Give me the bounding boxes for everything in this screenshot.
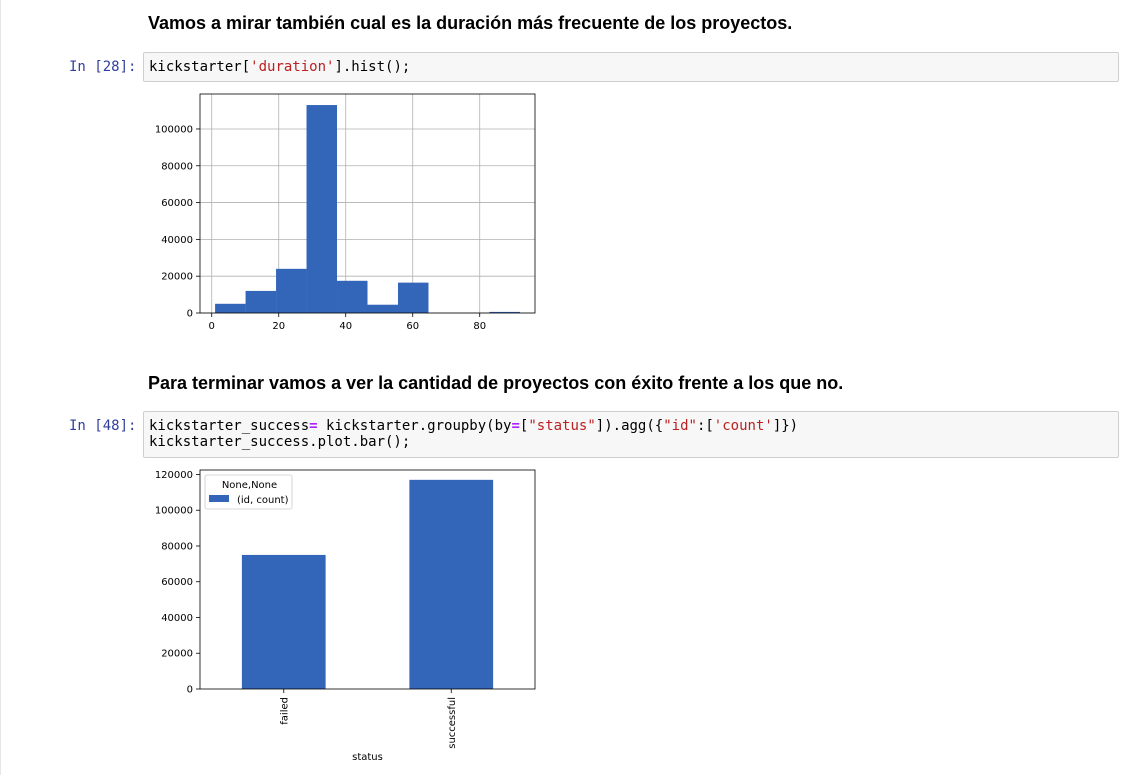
x-tick-label: successful <box>447 697 458 749</box>
x-tick-label: 40 <box>339 321 352 332</box>
code-string: "id" <box>663 418 697 434</box>
input-prompt-28: In [28]: <box>69 59 137 75</box>
markdown-heading-success: Para terminar vamos a ver la cantidad de… <box>148 373 844 393</box>
code-string: 'count' <box>713 418 773 434</box>
y-tick-label: 100000 <box>155 506 193 517</box>
x-tick-label: 60 <box>406 321 419 332</box>
code-string: "status" <box>528 418 596 434</box>
y-tick-label: 120000 <box>155 470 193 481</box>
code-text: ]).agg({ <box>595 418 664 434</box>
histogram-bar <box>489 311 520 313</box>
legend-swatch <box>209 495 229 502</box>
x-axis-label: status <box>352 752 383 763</box>
y-tick-label: 40000 <box>161 613 193 624</box>
code-text: :[ <box>696 418 714 434</box>
x-tick-label: 0 <box>209 321 215 332</box>
y-tick-label: 80000 <box>161 161 193 172</box>
y-tick-label: 20000 <box>161 272 193 283</box>
y-tick-label: 80000 <box>161 541 193 552</box>
code-cell-48[interactable]: kickstarter_success= kickstarter.groupby… <box>143 411 1119 458</box>
code-string: 'duration' <box>250 59 335 75</box>
histogram-bar <box>337 280 368 313</box>
code-cell-28[interactable]: kickstarter['duration'].hist(); <box>143 52 1119 82</box>
histogram-bar <box>397 282 429 313</box>
y-tick-label: 60000 <box>161 198 193 209</box>
y-tick-label: 0 <box>187 309 193 320</box>
code-text: kickstarter.groupby(by <box>317 418 512 434</box>
plot-frame <box>199 469 536 690</box>
code-operator: = <box>511 418 520 434</box>
legend-entry-label: (id, count) <box>237 495 289 506</box>
code-text: kickstarter[ <box>149 59 251 75</box>
y-tick-label: 40000 <box>161 235 193 246</box>
code-text: kickstarter_success <box>149 418 310 434</box>
x-tick-label: 80 <box>473 321 486 332</box>
plot-frame <box>199 93 536 314</box>
histogram-bar <box>276 268 307 313</box>
markdown-heading-duration: Vamos a mirar también cual es la duració… <box>148 13 793 33</box>
code-operator: = <box>309 418 318 434</box>
code-text: ].hist(); <box>334 59 411 75</box>
x-tick-label: 20 <box>272 321 285 332</box>
y-tick-label: 20000 <box>161 649 193 660</box>
code-text: ]}) <box>772 418 799 434</box>
bar-successful <box>409 479 494 689</box>
page-left-border <box>0 0 1 775</box>
legend-title: None,None <box>222 480 277 491</box>
bar-failed <box>241 554 326 689</box>
x-tick-label: failed <box>279 697 290 725</box>
histogram-bar <box>245 290 277 313</box>
y-tick-label: 60000 <box>161 577 193 588</box>
input-prompt-48: In [48]: <box>69 418 137 434</box>
legend-box <box>204 474 293 510</box>
code-text: [ <box>519 418 529 434</box>
y-tick-label: 100000 <box>155 124 193 135</box>
histogram-bar <box>215 303 246 313</box>
y-tick-label: 0 <box>187 685 193 696</box>
histogram-bar <box>367 304 398 313</box>
histogram-bar <box>306 105 338 313</box>
code-text: kickstarter_success.plot.bar(); <box>149 434 411 450</box>
